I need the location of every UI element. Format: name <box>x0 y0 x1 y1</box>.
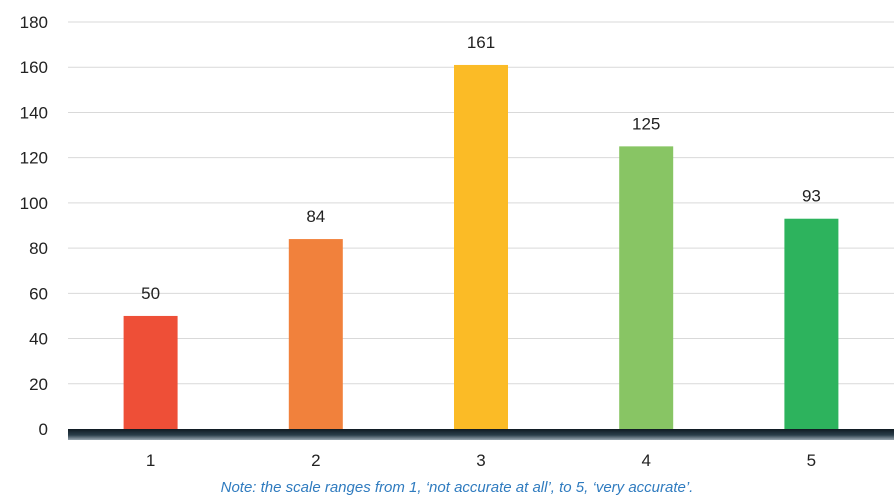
x-tick-label: 5 <box>807 451 816 470</box>
chart-note: Note: the scale ranges from 1, ‘not accu… <box>221 479 694 496</box>
bar-5 <box>784 218 839 429</box>
bars <box>123 64 839 429</box>
x-axis-ticks: 1 2 3 4 5 <box>146 451 816 470</box>
bar-3 <box>454 64 508 429</box>
data-label: 93 <box>802 187 821 206</box>
y-tick-label: 20 <box>29 375 48 394</box>
y-tick-label: 180 <box>20 13 48 32</box>
y-tick-label: 140 <box>20 103 48 122</box>
data-label: 50 <box>141 284 160 303</box>
y-tick-label: 100 <box>20 194 48 213</box>
bar-4 <box>619 146 674 429</box>
data-label: 125 <box>632 114 660 133</box>
bar-1 <box>123 315 178 429</box>
data-labels: 50 84 161 125 93 <box>141 33 821 303</box>
x-tick-label: 4 <box>641 451 650 470</box>
y-axis-ticks: 0 20 40 60 80 100 120 140 160 180 <box>20 13 48 439</box>
y-tick-label: 160 <box>20 58 48 77</box>
y-tick-label: 120 <box>20 149 48 168</box>
x-tick-label: 2 <box>311 451 320 470</box>
bar-2 <box>288 239 343 429</box>
data-label: 84 <box>306 207 325 226</box>
x-axis-baseline <box>68 429 894 440</box>
x-tick-label: 1 <box>146 451 155 470</box>
y-tick-label: 80 <box>29 239 48 258</box>
x-tick-label: 3 <box>476 451 485 470</box>
data-label: 161 <box>467 33 495 52</box>
y-tick-label: 40 <box>29 330 48 349</box>
y-tick-label: 0 <box>39 420 48 439</box>
y-tick-label: 60 <box>29 284 48 303</box>
